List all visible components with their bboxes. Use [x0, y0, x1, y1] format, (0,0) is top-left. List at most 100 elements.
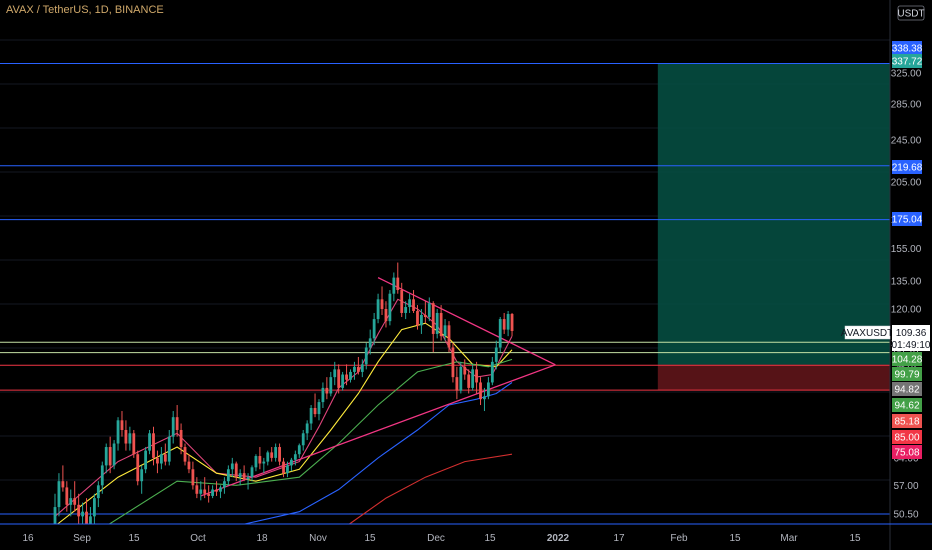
candle	[159, 447, 163, 470]
candle	[313, 393, 317, 418]
candle	[120, 411, 124, 437]
candle-body	[116, 420, 120, 444]
bar-countdown: 01:49:10	[892, 340, 931, 351]
candle-body	[112, 443, 116, 466]
price-tick-label: 245.00	[891, 135, 922, 146]
candle	[156, 450, 159, 474]
candle	[100, 461, 104, 494]
time-tick-label: Sep	[73, 533, 91, 544]
currency-label[interactable]: USDT	[897, 5, 925, 21]
candle	[301, 429, 305, 451]
candle	[195, 477, 199, 499]
currency-label-text[interactable]: USDT	[897, 9, 924, 20]
candle	[447, 321, 451, 353]
candle	[136, 450, 140, 486]
candle	[187, 454, 191, 474]
grid	[0, 39, 890, 481]
time-axis[interactable]: 16 Sep 15 Oct 18 Nov 15 Dec 15 2022 17 Feb 15 Mar 15	[22, 533, 861, 544]
candle	[494, 340, 498, 370]
candle	[463, 359, 467, 380]
price-tag-bg	[892, 430, 922, 444]
price-tag-label: 94.62	[894, 401, 919, 412]
last-price-value: 109.36	[896, 328, 927, 339]
candle-body	[392, 277, 396, 294]
price-tag-bg	[892, 41, 922, 55]
currency-box[interactable]	[897, 5, 925, 21]
candle-body	[451, 347, 455, 378]
candle-body	[203, 489, 207, 494]
candle	[152, 426, 155, 466]
candle	[226, 465, 230, 486]
candle-body	[396, 277, 400, 291]
time-tick-label: 15	[729, 533, 741, 544]
candle	[431, 301, 435, 353]
triangle-upper-trendline	[377, 277, 556, 366]
candle	[238, 469, 242, 486]
candle-body	[100, 465, 104, 486]
candle	[183, 443, 187, 466]
price-tag-label: 337.72	[892, 57, 923, 68]
price-tag-label: 94.82	[894, 385, 919, 396]
candle-body	[494, 347, 498, 362]
candle	[286, 461, 289, 478]
candle-body	[266, 452, 270, 462]
candle-body	[73, 498, 77, 505]
candle	[412, 290, 415, 313]
candle	[408, 293, 411, 313]
candle	[104, 443, 108, 474]
candle-body	[408, 299, 411, 308]
candle	[77, 493, 81, 527]
candle	[368, 329, 372, 355]
candle	[191, 461, 195, 490]
candle-body	[317, 402, 321, 415]
candle-body	[262, 461, 266, 464]
candle-body	[57, 481, 61, 508]
time-tick-label: 15	[128, 533, 140, 544]
candle	[384, 301, 388, 328]
price-tag: 85.18	[892, 414, 922, 428]
candle	[435, 308, 439, 339]
ema-line	[346, 453, 513, 527]
candle	[223, 477, 226, 494]
candle	[345, 364, 348, 386]
time-tick-label: 2022	[547, 533, 570, 544]
candle-body	[199, 489, 203, 494]
price-tag-bg	[892, 382, 922, 396]
candle	[124, 420, 128, 451]
candle	[171, 411, 175, 444]
position-loss-zone[interactable]	[657, 364, 914, 391]
candle-body	[416, 310, 419, 326]
ema-line	[54, 322, 513, 527]
candle-body	[93, 498, 96, 517]
candle-body	[183, 447, 187, 462]
time-axis-panel	[0, 524, 932, 550]
time-tick-label: 17	[613, 533, 625, 544]
candle-body	[400, 290, 404, 313]
candle-body	[211, 489, 214, 496]
candle	[329, 371, 333, 397]
candle-body	[360, 364, 364, 372]
ema-line	[157, 382, 513, 537]
candle	[116, 417, 120, 451]
candle-body	[376, 299, 380, 320]
candle	[219, 485, 222, 499]
position-profit-zone[interactable]	[657, 63, 914, 365]
candle	[483, 387, 486, 412]
candle	[321, 382, 325, 409]
candle	[475, 361, 478, 394]
time-tick-label: 15	[849, 533, 861, 544]
candle-body	[171, 417, 175, 437]
price-tick-label: 120.00	[891, 304, 922, 315]
candle-body	[156, 457, 159, 464]
candle	[498, 317, 502, 353]
candle-body	[329, 377, 333, 394]
candle-body	[412, 299, 415, 311]
last-price-badge	[892, 325, 930, 351]
candle	[404, 301, 408, 320]
price-tag: 337.72	[892, 54, 923, 68]
candle-body	[372, 319, 376, 339]
candle-body	[132, 433, 136, 455]
candle-body	[179, 429, 183, 448]
long-position-tool[interactable]	[657, 63, 914, 391]
